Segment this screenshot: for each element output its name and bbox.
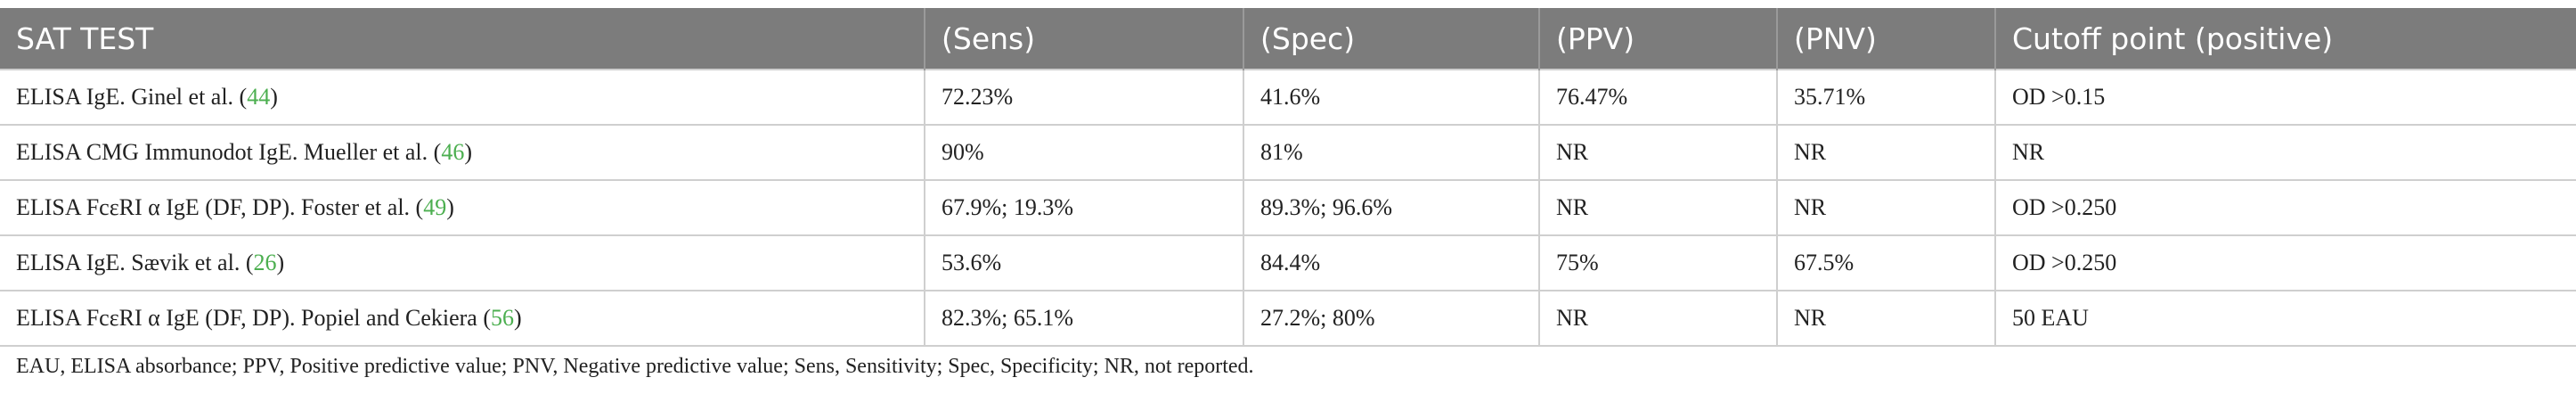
cell: 41.6% <box>1243 69 1540 126</box>
cell: 67.9%; 19.3% <box>924 179 1244 236</box>
cell: NR <box>1538 124 1778 181</box>
cell: 72.23% <box>924 69 1244 126</box>
cell: NR <box>1538 179 1778 236</box>
cell-text: ) <box>276 250 285 275</box>
cell-text: ELISA FcεRI α IgE (DF, DP). Popiel and C… <box>16 305 491 331</box>
header-row: SAT TEST (Sens) (Spec) (PPV) (PNV) Cutoff poi… <box>0 8 2576 70</box>
header-cell: Cutoff point (positive) <box>1994 8 2576 70</box>
cell: NR <box>1776 124 1996 181</box>
table-row: ELISA IgE. Sævik et al. (26) 53.6% 84.4% 75… <box>0 234 2576 291</box>
header-cell: (PNV) <box>1776 8 1995 70</box>
cell: ELISA FcεRI α IgE (DF, DP). Popiel and C… <box>0 290 925 347</box>
cell: ELISA IgE. Sævik et al. (26) <box>0 234 925 291</box>
cell-text: ELISA FcεRI α IgE (DF, DP). Foster et al… <box>16 194 424 220</box>
header-cell: SAT TEST <box>0 8 925 70</box>
cell-text: ) <box>446 194 454 220</box>
table-row: ELISA CMG Immunodot IgE. Mueller et al. … <box>0 124 2576 181</box>
table-row: ELISA FcεRI α IgE (DF, DP). Popiel and C… <box>0 290 2576 347</box>
cell: OD >0.250 <box>1994 179 2576 236</box>
data-table: SAT TEST (Sens) (Spec) (PPV) (PNV) Cutoff poi… <box>0 8 2576 347</box>
citation: 49 <box>423 194 447 220</box>
cell-text: ) <box>464 139 472 165</box>
table-row: ELISA IgE. Ginel et al. (44) 72.23% 41.6% 7… <box>0 69 2576 126</box>
cell-text: ) <box>514 305 522 331</box>
cell-text: ELISA IgE. Sævik et al. ( <box>16 250 254 275</box>
cell: NR <box>1538 290 1778 347</box>
citation: 26 <box>253 250 277 275</box>
cell: 89.3%; 96.6% <box>1243 179 1540 236</box>
citation: 46 <box>441 139 465 165</box>
cell: ELISA IgE. Ginel et al. (44) <box>0 69 925 126</box>
header-cell: (PPV) <box>1538 8 1777 70</box>
cell: 50 EAU <box>1994 290 2576 347</box>
cell: 76.47% <box>1538 69 1778 126</box>
cell: 35.71% <box>1776 69 1996 126</box>
cell: OD >0.15 <box>1994 69 2576 126</box>
cell: 81% <box>1243 124 1540 181</box>
cell: 75% <box>1538 234 1778 291</box>
cell: ELISA CMG Immunodot IgE. Mueller et al. … <box>0 124 925 181</box>
cell: NR <box>1776 179 1996 236</box>
citation: 44 <box>247 84 271 110</box>
table-body: ELISA IgE. Ginel et al. (44) 72.23% 41.6% 7… <box>0 69 2576 347</box>
cell: NR <box>1776 290 1996 347</box>
cell: ELISA FcεRI α IgE (DF, DP). Foster et al… <box>0 179 925 236</box>
citation: 56 <box>491 305 514 331</box>
cell: 82.3%; 65.1% <box>924 290 1244 347</box>
cell-text: ) <box>270 84 278 110</box>
cell: NR <box>1994 124 2576 181</box>
cell: 67.5% <box>1776 234 1996 291</box>
cell: 90% <box>924 124 1244 181</box>
header-cell: (Sens) <box>924 8 1243 70</box>
table-row: ELISA FcεRI α IgE (DF, DP). Foster et al… <box>0 179 2576 236</box>
cell: OD >0.250 <box>1994 234 2576 291</box>
header-cell: (Spec) <box>1243 8 1539 70</box>
cell: 53.6% <box>924 234 1244 291</box>
cell: 84.4% <box>1243 234 1540 291</box>
cell: 27.2%; 80% <box>1243 290 1540 347</box>
cell-text: ELISA CMG Immunodot IgE. Mueller et al. … <box>16 139 442 165</box>
footnote: EAU, ELISA absorbance; PPV, Positive pre… <box>16 355 1254 378</box>
cell-text: ELISA IgE. Ginel et al. ( <box>16 84 248 110</box>
